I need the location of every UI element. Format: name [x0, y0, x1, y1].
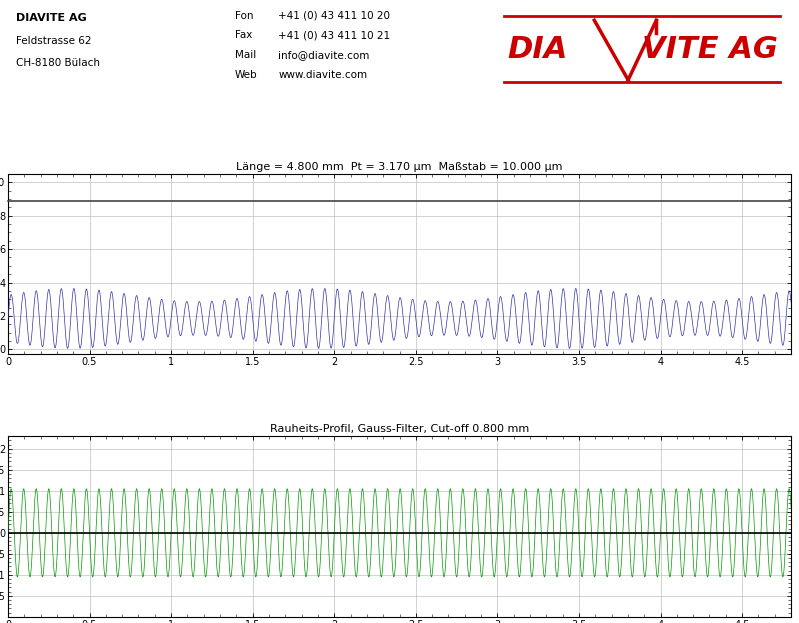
Text: +41 (0) 43 411 10 21: +41 (0) 43 411 10 21 — [278, 31, 390, 40]
Text: +41 (0) 43 411 10 20: +41 (0) 43 411 10 20 — [278, 11, 390, 21]
Text: Mail: Mail — [235, 50, 256, 60]
Text: www.diavite.com: www.diavite.com — [278, 70, 368, 80]
Text: info@diavite.com: info@diavite.com — [278, 50, 369, 60]
Text: Fon: Fon — [235, 11, 253, 21]
Text: DIAVITE AG: DIAVITE AG — [16, 13, 86, 23]
Text: Web: Web — [235, 70, 258, 80]
Text: Fax: Fax — [235, 31, 252, 40]
Title: Länge = 4.800 mm  Pt = 3.170 µm  Maßstab = 10.000 µm: Länge = 4.800 mm Pt = 3.170 µm Maßstab =… — [237, 162, 562, 172]
Text: Feldstrasse 62: Feldstrasse 62 — [16, 36, 91, 46]
Text: CH-8180 Bülach: CH-8180 Bülach — [16, 58, 100, 68]
Title: Rauheits-Profil, Gauss-Filter, Cut-off 0.800 mm: Rauheits-Profil, Gauss-Filter, Cut-off 0… — [270, 424, 529, 434]
